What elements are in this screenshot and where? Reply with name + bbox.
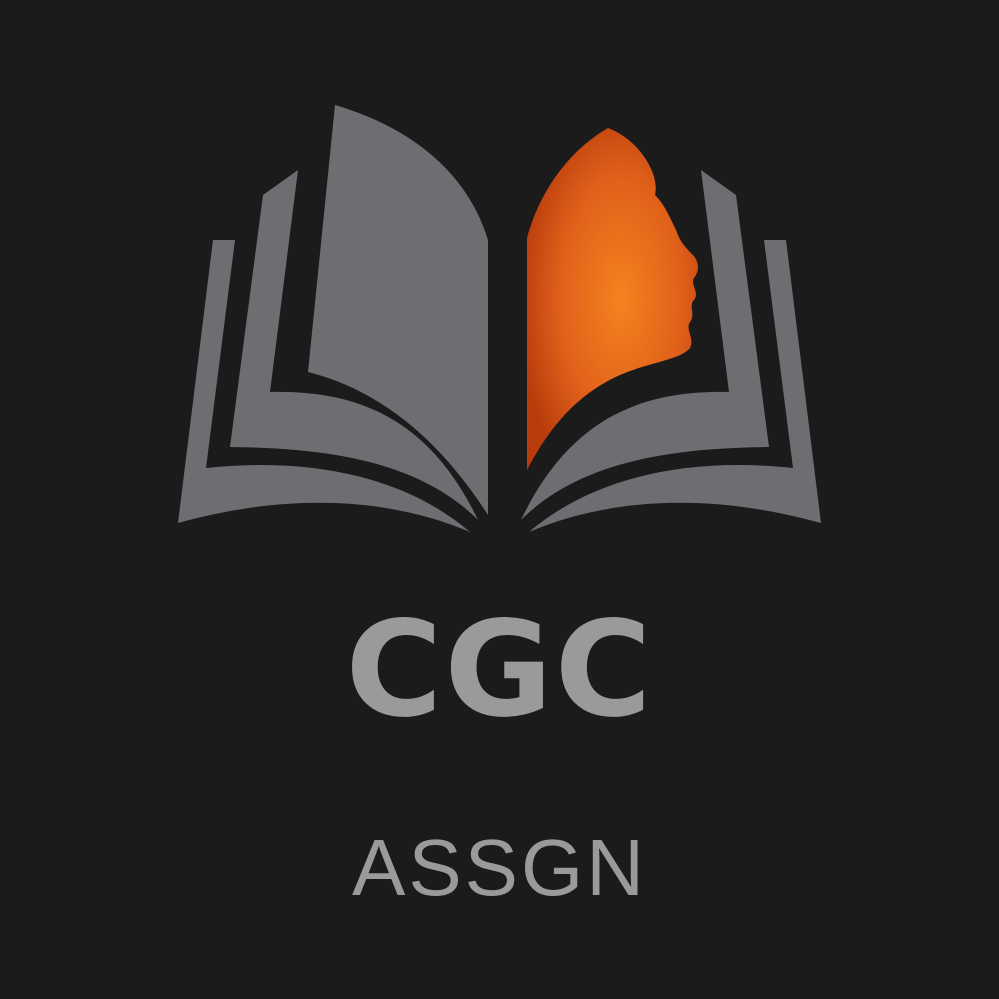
right-outer-page-icon xyxy=(529,240,821,532)
right-middle-page-icon xyxy=(521,170,769,520)
open-book-logo-icon xyxy=(178,105,821,532)
left-outer-page-icon xyxy=(178,240,470,532)
brand-tagline: ASSGN xyxy=(351,823,648,912)
face-profile-icon xyxy=(527,128,699,470)
left-middle-page-icon xyxy=(230,170,478,520)
left-inner-page-icon xyxy=(308,105,488,515)
brand-name: CGC xyxy=(345,593,654,747)
